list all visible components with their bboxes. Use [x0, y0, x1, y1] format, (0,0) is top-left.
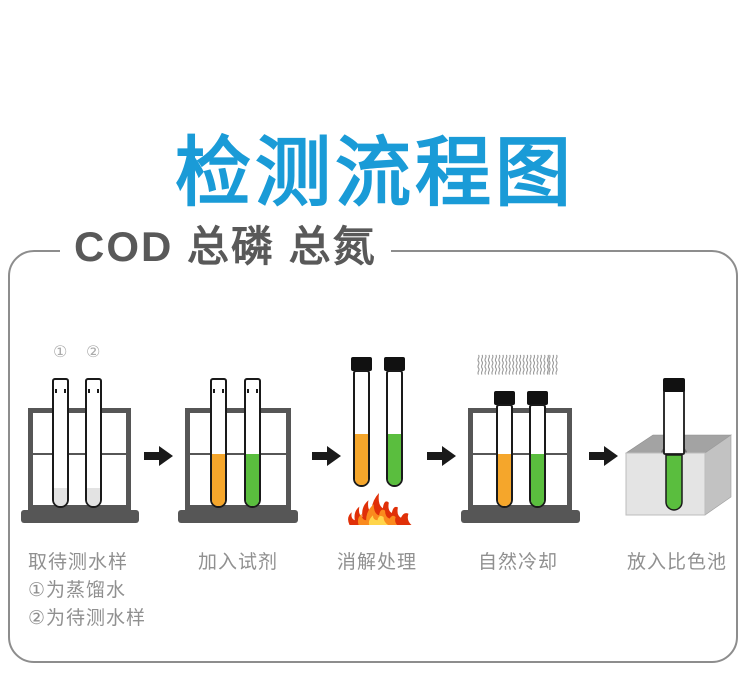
step-label-3: 消解处理 — [337, 552, 418, 573]
tube-liquid-orange — [498, 454, 511, 506]
step-label-2: 加入试剂 — [198, 552, 279, 573]
rack-shelf — [473, 453, 567, 455]
rack-base — [21, 510, 139, 523]
tube-liquid-orange — [355, 434, 368, 485]
test-tube — [386, 370, 403, 487]
note-line-2: ②为待测水样 — [28, 608, 147, 629]
panel-heading: COD 总磷 总氮 — [60, 213, 391, 274]
test-tube — [496, 404, 513, 508]
tube-rim — [213, 389, 224, 393]
page-title: 检测流程图 — [175, 130, 575, 216]
step-label-5: 放入比色池 — [627, 552, 728, 573]
rack-frame — [28, 408, 131, 510]
test-tube — [663, 389, 685, 455]
tube-liquid-green — [665, 454, 683, 511]
rack-base — [461, 510, 580, 523]
right-arrow-icon — [312, 446, 341, 466]
colorimetric-cell-box — [625, 378, 732, 516]
tube-cap — [384, 357, 405, 371]
tube-liquid-water — [87, 488, 100, 506]
test-tube — [52, 378, 69, 508]
right-arrow-icon — [144, 446, 173, 466]
step-label-4: 自然冷却 — [478, 552, 559, 573]
tube-cap — [527, 391, 548, 405]
tube-rim — [55, 389, 66, 393]
test-tube — [210, 378, 227, 508]
rack-base — [178, 510, 298, 523]
test-tube — [353, 370, 370, 487]
tube-cap — [663, 378, 685, 392]
step-label-1: 取待测水样 — [28, 552, 129, 573]
right-arrow-icon — [589, 446, 618, 466]
flame-icon — [348, 493, 412, 525]
tube-liquid-green — [246, 454, 259, 506]
rack-frame — [468, 408, 572, 510]
tube-rim — [88, 389, 99, 393]
note-line-1: ①为蒸馏水 — [28, 580, 127, 601]
rack-shelf — [190, 453, 286, 455]
rack-frame — [185, 408, 291, 510]
tube-liquid-green — [531, 454, 544, 506]
tube-rim — [247, 389, 258, 393]
steam-icon — [477, 354, 558, 376]
tube-cap — [351, 357, 372, 371]
tube-marker-1: ① — [53, 344, 68, 361]
test-tube — [529, 404, 546, 508]
tube-liquid-water — [54, 488, 67, 506]
right-arrow-icon — [427, 446, 456, 466]
rack-shelf — [33, 453, 126, 455]
test-tube — [244, 378, 261, 508]
tube-liquid-orange — [212, 454, 225, 506]
test-tube — [85, 378, 102, 508]
tube-marker-2: ② — [86, 344, 101, 361]
tube-cap — [494, 391, 515, 405]
tube-liquid-green — [388, 434, 401, 485]
